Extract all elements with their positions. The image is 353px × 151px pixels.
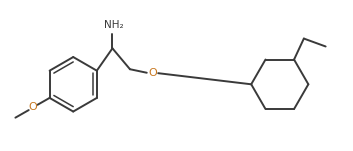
Text: NH₂: NH₂ [103, 20, 123, 30]
Text: O: O [29, 102, 37, 112]
Text: O: O [148, 68, 157, 78]
